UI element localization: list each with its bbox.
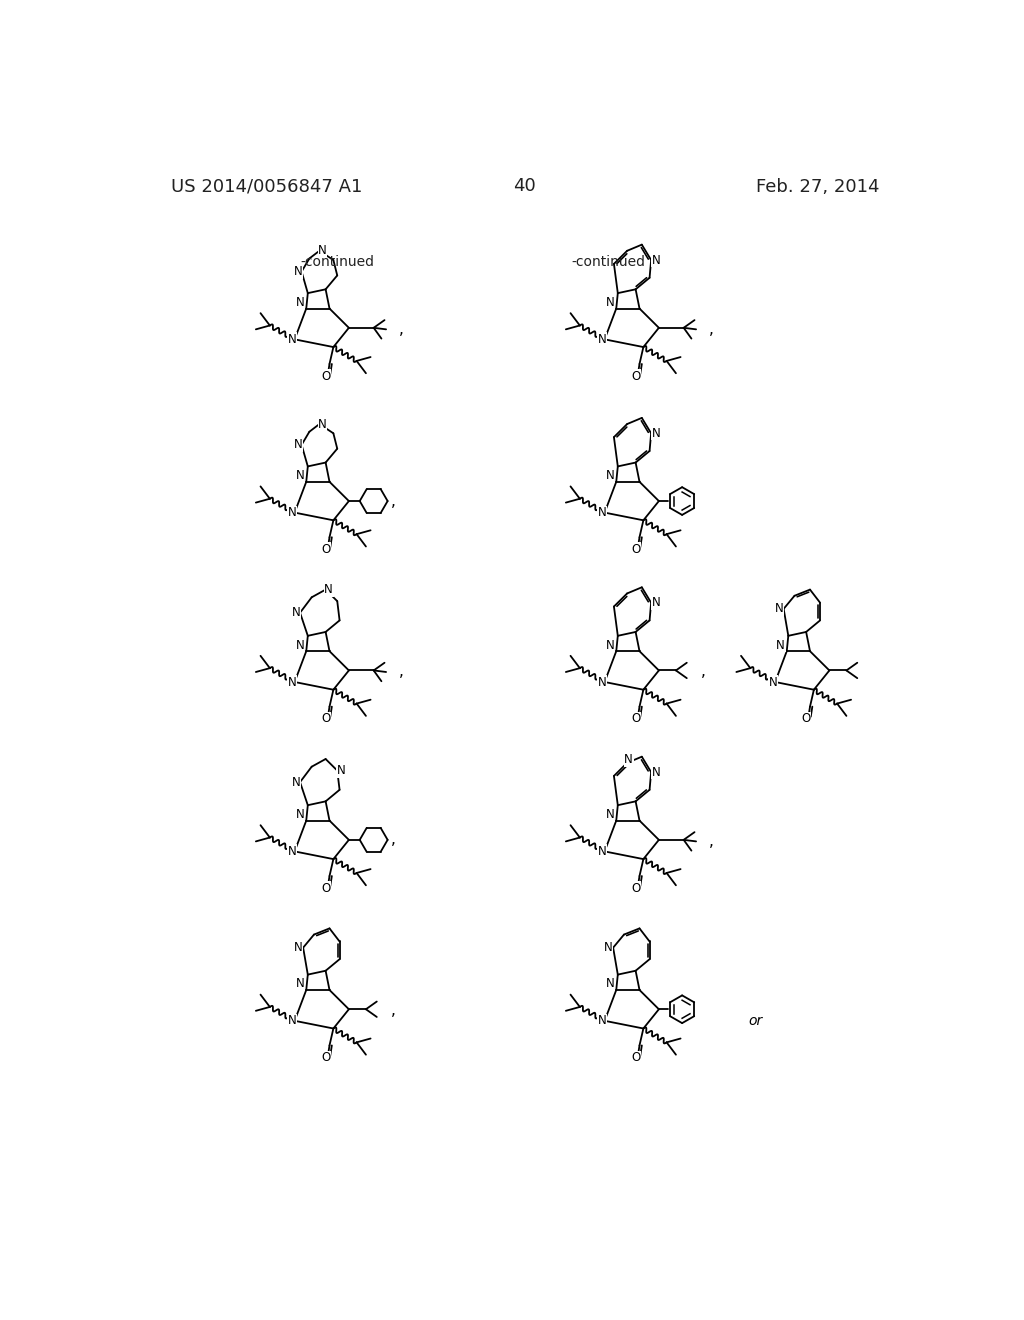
Text: N: N xyxy=(605,469,614,482)
Text: N: N xyxy=(605,977,614,990)
Text: O: O xyxy=(631,713,640,726)
Text: N: N xyxy=(768,676,777,689)
Text: ,: , xyxy=(709,834,714,849)
Text: N: N xyxy=(776,639,785,652)
Text: O: O xyxy=(321,713,331,726)
Text: O: O xyxy=(321,370,331,383)
Text: ,: , xyxy=(391,833,395,847)
Text: O: O xyxy=(631,882,640,895)
Text: N: N xyxy=(294,438,303,451)
Text: N: N xyxy=(651,597,660,610)
Text: -continued: -continued xyxy=(571,255,645,269)
Text: N: N xyxy=(651,253,660,267)
Text: or: or xyxy=(748,1014,762,1028)
Text: N: N xyxy=(288,333,297,346)
Text: N: N xyxy=(598,845,606,858)
Text: ,: , xyxy=(700,664,706,680)
Text: US 2014/0056847 A1: US 2014/0056847 A1 xyxy=(171,178,362,195)
Text: N: N xyxy=(288,506,297,519)
Text: N: N xyxy=(605,639,614,652)
Text: N: N xyxy=(318,417,327,430)
Text: N: N xyxy=(294,941,303,954)
Text: N: N xyxy=(598,1014,606,1027)
Text: N: N xyxy=(604,941,613,954)
Text: N: N xyxy=(288,676,297,689)
Text: N: N xyxy=(292,606,301,619)
Text: N: N xyxy=(294,265,303,279)
Text: N: N xyxy=(296,808,304,821)
Text: ,: , xyxy=(391,494,395,508)
Text: N: N xyxy=(605,296,614,309)
Text: O: O xyxy=(802,713,811,726)
Text: N: N xyxy=(292,776,301,788)
Text: N: N xyxy=(598,676,606,689)
Text: O: O xyxy=(631,543,640,556)
Text: N: N xyxy=(288,1014,297,1027)
Text: O: O xyxy=(321,882,331,895)
Text: N: N xyxy=(296,639,304,652)
Text: N: N xyxy=(296,296,304,309)
Text: N: N xyxy=(774,602,783,615)
Text: N: N xyxy=(318,244,327,257)
Text: Feb. 27, 2014: Feb. 27, 2014 xyxy=(757,178,880,195)
Text: N: N xyxy=(625,754,633,767)
Text: N: N xyxy=(598,506,606,519)
Text: O: O xyxy=(631,370,640,383)
Text: N: N xyxy=(605,808,614,821)
Text: N: N xyxy=(651,426,660,440)
Text: O: O xyxy=(321,543,331,556)
Text: N: N xyxy=(296,469,304,482)
Text: N: N xyxy=(325,583,333,597)
Text: O: O xyxy=(321,1051,331,1064)
Text: ,: , xyxy=(398,664,403,680)
Text: N: N xyxy=(651,766,660,779)
Text: N: N xyxy=(598,333,606,346)
Text: N: N xyxy=(337,764,345,777)
Text: 40: 40 xyxy=(513,177,537,195)
Text: O: O xyxy=(631,1051,640,1064)
Text: ,: , xyxy=(391,1003,395,1018)
Text: N: N xyxy=(288,845,297,858)
Text: ,: , xyxy=(398,322,403,337)
Text: N: N xyxy=(296,977,304,990)
Text: -continued: -continued xyxy=(300,255,374,269)
Text: ,: , xyxy=(709,322,714,337)
